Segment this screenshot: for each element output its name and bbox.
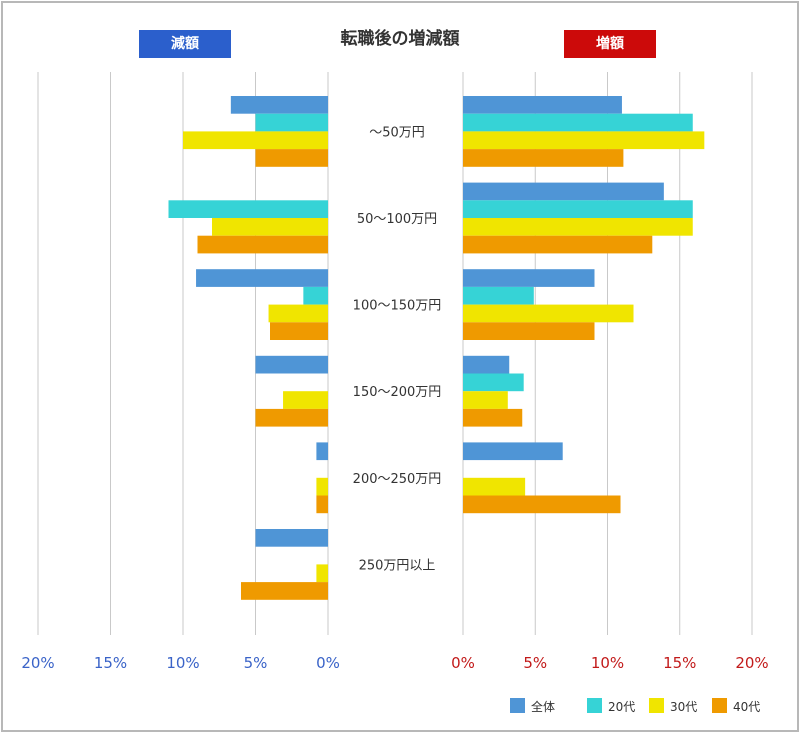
right-tick-label: 10% bbox=[591, 654, 624, 672]
right-tick-label: 0% bbox=[451, 654, 475, 672]
category-label: 250万円以上 bbox=[359, 558, 436, 573]
left-bar bbox=[316, 564, 328, 583]
left-bar bbox=[212, 218, 328, 236]
legend-label: 全体 bbox=[531, 699, 555, 714]
category-label: 50～100万円 bbox=[357, 212, 437, 227]
left-bar bbox=[241, 582, 328, 600]
right-bar bbox=[463, 304, 634, 323]
right-bar bbox=[463, 442, 563, 461]
right-bar bbox=[463, 477, 526, 496]
right-bar bbox=[463, 113, 693, 132]
left-tick-label: 5% bbox=[244, 654, 268, 672]
right-tick-label: 5% bbox=[523, 654, 547, 672]
legend-label: 40代 bbox=[733, 700, 760, 714]
left-bar bbox=[255, 408, 328, 427]
left-bar bbox=[230, 96, 328, 114]
right-bar bbox=[463, 200, 693, 218]
left-bar bbox=[255, 149, 328, 167]
increase-badge: 増額 bbox=[564, 30, 656, 58]
legend-label: 30代 bbox=[670, 700, 697, 714]
legend-swatch bbox=[712, 698, 727, 713]
left-bar bbox=[270, 322, 328, 340]
left-tick-label: 15% bbox=[94, 654, 127, 672]
right-bar bbox=[463, 373, 524, 392]
left-bar bbox=[255, 113, 328, 132]
left-bar bbox=[255, 529, 328, 547]
right-bar bbox=[463, 149, 624, 167]
left-bar bbox=[197, 235, 328, 254]
right-bar bbox=[463, 182, 664, 201]
left-bar bbox=[316, 495, 328, 514]
left-bar bbox=[268, 304, 328, 323]
left-tick-label: 10% bbox=[166, 654, 199, 672]
legend-swatch bbox=[649, 698, 664, 713]
right-bar bbox=[463, 391, 508, 409]
left-bar bbox=[303, 286, 328, 305]
left-bar bbox=[316, 477, 328, 496]
legend-swatch bbox=[510, 698, 525, 713]
right-bar bbox=[463, 286, 534, 305]
right-bar bbox=[463, 322, 595, 340]
legend-label: 20代 bbox=[608, 700, 635, 714]
left-bar bbox=[168, 200, 328, 218]
left-tick-label: 20% bbox=[21, 654, 54, 672]
right-bar bbox=[463, 408, 523, 427]
right-bar bbox=[463, 131, 705, 150]
left-bar bbox=[283, 391, 328, 409]
chart-title: 転職後の増減額 bbox=[340, 29, 460, 49]
right-bar bbox=[463, 355, 510, 374]
category-label: ～50万円 bbox=[369, 125, 425, 140]
left-bar bbox=[316, 442, 328, 461]
left-bar bbox=[196, 269, 328, 287]
right-tick-label: 20% bbox=[735, 654, 768, 672]
right-bar bbox=[463, 218, 693, 236]
right-bar bbox=[463, 495, 621, 514]
category-label: 200～250万円 bbox=[353, 472, 442, 487]
right-bar bbox=[463, 269, 595, 287]
category-label: 150～200万円 bbox=[353, 385, 442, 400]
right-bar bbox=[463, 96, 622, 114]
left-tick-label: 0% bbox=[316, 654, 340, 672]
left-bar bbox=[255, 355, 328, 374]
decrease-badge: 減額 bbox=[139, 30, 231, 58]
legend-swatch bbox=[587, 698, 602, 713]
right-tick-label: 15% bbox=[663, 654, 696, 672]
category-label: 100～150万円 bbox=[353, 299, 442, 314]
left-bar bbox=[183, 131, 328, 150]
right-bar bbox=[463, 235, 653, 254]
